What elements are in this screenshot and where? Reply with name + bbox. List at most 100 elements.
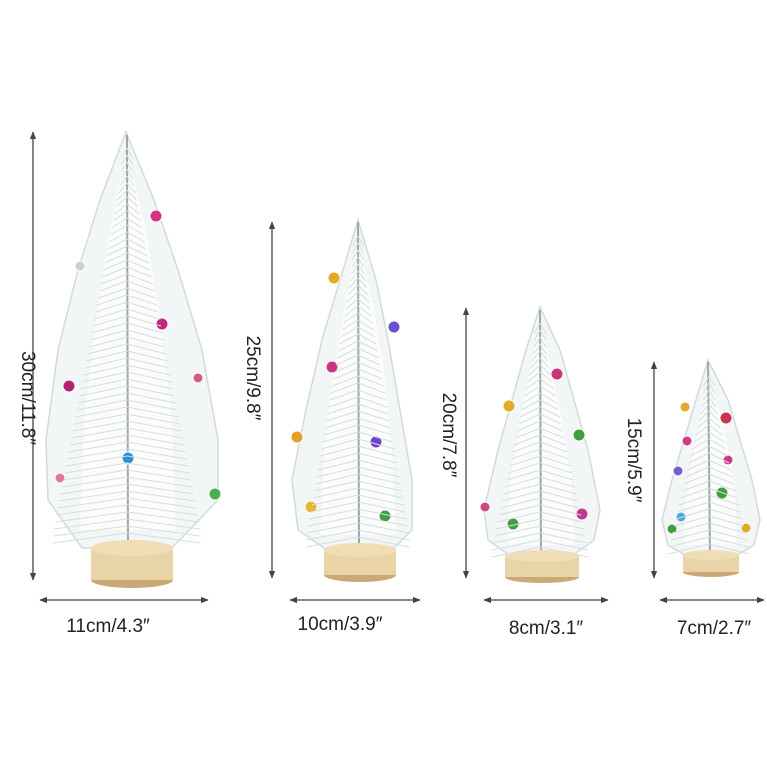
needle-stroke (80, 378, 128, 390)
needle-stroke (539, 532, 588, 544)
needle-stroke (539, 420, 564, 432)
needle-stroke (357, 438, 395, 450)
needle-stroke (539, 518, 585, 530)
needle-stroke (53, 518, 128, 530)
needle-stroke (90, 329, 128, 341)
needle-stroke (539, 511, 583, 523)
needle-stroke (344, 305, 359, 317)
needle-stroke (114, 203, 128, 215)
needle-stroke (357, 249, 364, 261)
needle-stroke (357, 508, 407, 520)
needle-stroke (103, 259, 128, 271)
width-label: 7cm/2.7″ (677, 618, 752, 639)
needle-stroke (120, 168, 128, 180)
needle-stroke (324, 417, 359, 429)
needle-stroke (534, 336, 541, 348)
needle-stroke (316, 466, 359, 478)
tree-trunk (539, 309, 542, 563)
needle-stroke (708, 466, 733, 478)
needle-stroke (334, 361, 359, 373)
needle-stroke (110, 224, 128, 236)
needle-stroke (357, 501, 406, 513)
needle-stroke (126, 434, 185, 446)
needle-stroke (357, 417, 392, 429)
needle-stroke (100, 273, 128, 285)
needle-stroke (701, 396, 710, 408)
needle-stroke (539, 448, 570, 460)
needle-stroke (126, 476, 193, 488)
needle-stroke (531, 350, 541, 362)
needle-stroke (99, 280, 128, 292)
needle-stroke (708, 536, 750, 548)
needle-stroke (357, 452, 398, 464)
needle-stroke (126, 378, 174, 390)
tree-body (45, 129, 219, 556)
needle-stroke (340, 326, 359, 338)
width-label: 8cm/3.1″ (509, 618, 584, 639)
needle-stroke (357, 270, 366, 282)
needle-stroke (352, 235, 359, 247)
needle-stroke (357, 333, 377, 345)
needle-texture (53, 147, 750, 558)
needle-stroke (708, 473, 735, 485)
ornament (672, 465, 684, 477)
needle-stroke (695, 424, 710, 436)
needle-stroke (516, 420, 541, 432)
ornament (121, 451, 135, 465)
needle-stroke (504, 476, 541, 488)
needle-stroke (126, 322, 163, 334)
needle-stroke (88, 336, 128, 348)
needle-stroke (703, 375, 710, 387)
needle-stroke (115, 196, 128, 208)
needle-stroke (357, 382, 386, 394)
needle-stroke (126, 350, 168, 362)
needle-stroke (328, 396, 359, 408)
needle-stroke (675, 508, 710, 520)
needle-stroke (317, 459, 359, 471)
needle-stroke (126, 455, 189, 467)
needle-stroke (94, 308, 128, 320)
needle-stroke (126, 245, 148, 257)
needle-stroke (357, 424, 393, 436)
needle-stroke (539, 525, 586, 537)
needle-stroke (539, 343, 547, 355)
needle-stroke (64, 462, 128, 474)
needle-stroke (519, 406, 541, 418)
needle-stroke (306, 536, 359, 548)
needle-stroke (539, 378, 555, 390)
needle-stroke (83, 364, 128, 376)
needle-stroke (126, 182, 136, 194)
tree-15cm: 15cm/5.9″ 7cm/2.7″ (623, 357, 765, 639)
needle-stroke (126, 203, 140, 215)
needle-stroke (111, 217, 128, 229)
needle-stroke (494, 525, 541, 537)
needle-stroke (357, 459, 399, 471)
needle-stroke (314, 480, 359, 492)
needle-stroke (118, 182, 128, 194)
needle-stroke (126, 175, 135, 187)
needle-stroke (126, 231, 146, 243)
needle-stroke (126, 462, 190, 474)
needle-stroke (357, 466, 400, 478)
needle-stroke (307, 515, 359, 527)
needle-stroke (708, 480, 736, 492)
needle-stroke (126, 399, 178, 411)
needle-stroke (357, 277, 368, 289)
needle-stroke (534, 322, 541, 334)
needle-stroke (357, 319, 375, 331)
needle-stroke (69, 434, 128, 446)
needle-stroke (78, 392, 128, 404)
needle-stroke (539, 490, 579, 502)
needle-stroke (708, 417, 722, 429)
needle-stroke (95, 301, 128, 313)
needle-stroke (87, 343, 128, 355)
needle-stroke (677, 501, 710, 513)
needle-stroke (708, 410, 720, 422)
needle-stroke (357, 410, 390, 422)
ornament (550, 367, 564, 381)
needle-stroke (352, 249, 359, 261)
needle-stroke (708, 522, 746, 534)
needle-stroke (670, 529, 710, 541)
needle-stroke (126, 371, 172, 383)
needle-stroke (339, 333, 359, 345)
